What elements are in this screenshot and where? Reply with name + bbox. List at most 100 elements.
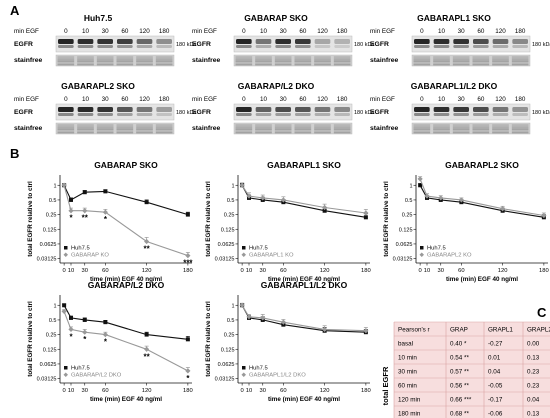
stainfree-band <box>136 56 153 58</box>
stainfree-band <box>57 56 75 58</box>
egfr-band <box>117 107 133 112</box>
stainfree-band <box>155 56 173 58</box>
stainfree-band <box>294 64 312 66</box>
stainfree-band <box>294 58 312 60</box>
blot-kda-label: 180 kDa <box>532 110 550 116</box>
stainfree-band <box>274 126 292 128</box>
stainfree-band <box>57 58 75 60</box>
y-tick-label: 0.5 <box>227 318 235 324</box>
table-row-label: 30 min <box>398 369 417 376</box>
stainfree-band <box>433 62 450 64</box>
data-point <box>82 190 87 195</box>
data-point <box>246 314 252 320</box>
stainfree-band <box>413 130 431 132</box>
stainfree-band <box>255 124 272 126</box>
stainfree-band <box>452 132 470 134</box>
stainfree-band <box>116 124 134 126</box>
data-point <box>438 195 444 201</box>
blot-stainfree-label: stainfree <box>192 57 221 64</box>
stainfree-band <box>294 126 312 128</box>
blot-timepoint-label: 60 <box>299 28 307 35</box>
series-line <box>241 185 366 214</box>
line-chart: GABARAPL2 SKO 1 0.5 0.25 0.125 0.0625 0.03125 0… <box>383 160 549 283</box>
stainfree-band <box>136 58 153 60</box>
stainfree-band <box>452 64 470 66</box>
x-axis-label: time (min) EGF 40 ng/ml <box>446 276 518 283</box>
significance-marker: ** <box>82 214 89 223</box>
stainfree-band <box>96 64 114 66</box>
stainfree-band <box>77 132 94 134</box>
blot-timepoint-label: 0 <box>242 28 246 35</box>
stainfree-band <box>235 128 253 130</box>
egfr-band <box>295 45 311 48</box>
stainfree-band <box>314 126 331 128</box>
table-cell: 0.04 <box>488 369 501 376</box>
egfr-band <box>275 39 291 44</box>
egfr-blot-image <box>411 35 531 53</box>
egfr-band <box>236 107 252 112</box>
egfr-band <box>255 107 272 112</box>
legend-marker <box>419 252 424 257</box>
data-point <box>239 182 245 188</box>
line-chart: GABARAPL1 SKO 1 0.5 0.25 0.125 0.0625 0.03125 0… <box>205 160 371 283</box>
blot-stainfree-label: stainfree <box>14 125 43 132</box>
blot-timepoint-label: 120 <box>495 96 506 103</box>
stainfree-band <box>235 58 253 60</box>
y-tick-label: 0.03125 <box>215 377 235 383</box>
blot-kda-label: 180 kDa <box>532 42 550 48</box>
egfr-band <box>156 45 172 48</box>
chart-title: GABARAP SKO <box>94 160 158 170</box>
legend-marker <box>241 372 246 377</box>
egfr-band <box>433 39 450 44</box>
table-row-label: 120 min <box>398 397 421 404</box>
legend-marker <box>64 366 68 370</box>
stainfree-band <box>294 56 312 58</box>
egfr-band <box>433 107 450 112</box>
egfr-band <box>433 45 450 48</box>
stainfree-band <box>274 132 292 134</box>
x-tick-label: 180 <box>539 268 549 274</box>
blot-kda-label: 180 kDa <box>354 42 375 48</box>
stainfree-band <box>235 60 253 62</box>
stainfree-band <box>116 58 134 60</box>
egfr-band <box>117 45 133 48</box>
y-tick-label: 1 <box>53 183 56 189</box>
stainfree-band <box>136 128 153 130</box>
data-point <box>458 197 464 203</box>
x-axis-label: time (min) EGF 40 ng/ml <box>268 276 340 283</box>
stainfree-band <box>333 58 351 60</box>
stainfree-band <box>136 62 153 64</box>
egfr-band <box>255 45 272 48</box>
data-point <box>82 317 87 322</box>
y-tick-label: 0.5 <box>49 198 57 204</box>
x-tick-label: 0 <box>419 268 422 274</box>
stainfree-band <box>77 126 94 128</box>
blot-timepoint-label: 10 <box>260 28 268 35</box>
stainfree-band <box>57 62 75 64</box>
stainfree-band <box>155 64 173 66</box>
table-row-label: 180 min <box>398 411 421 418</box>
legend-label: GABARAPL1 KO <box>249 253 294 259</box>
stainfree-band <box>155 130 173 132</box>
egfr-band <box>512 45 528 48</box>
x-tick-label: 0 <box>63 388 66 394</box>
stainfree-band <box>57 124 75 126</box>
stainfree-band <box>235 132 253 134</box>
x-tick-label: 0 <box>241 388 244 394</box>
data-point <box>144 332 149 337</box>
egfr-band <box>97 113 113 116</box>
data-point <box>68 208 74 214</box>
blot-timepoint-label: 180 <box>159 96 170 103</box>
x-tick-label: 60 <box>102 388 108 394</box>
stainfree-band <box>492 58 509 60</box>
stainfree-band <box>492 124 509 126</box>
stainfree-band <box>96 56 114 58</box>
y-axis-label: total EGFR relative to ctrl <box>205 181 212 257</box>
series-line <box>63 185 189 216</box>
egfr-band <box>314 107 331 112</box>
x-tick-label: 0 <box>241 268 244 274</box>
stainfree-band <box>492 62 509 64</box>
stainfree-band <box>294 128 312 130</box>
correlation-table: Pearson's r GRAP GRAPL1 GRAPL2 basal 0.40 * -0… <box>381 321 550 418</box>
